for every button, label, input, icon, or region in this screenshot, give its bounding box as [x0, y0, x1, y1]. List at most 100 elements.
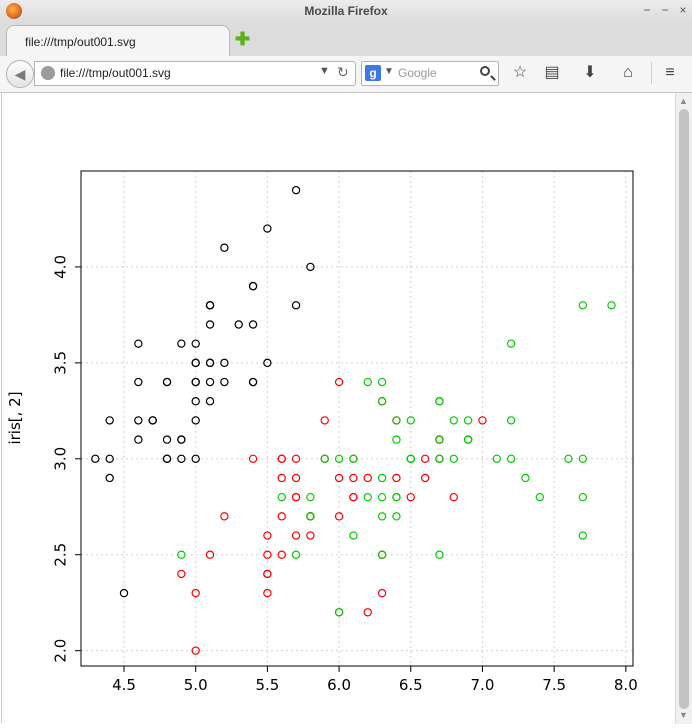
data-point: [191, 358, 200, 368]
data-point: [277, 550, 286, 559]
close-window-button[interactable]: ×: [679, 3, 687, 17]
x-tick-label: 7.0: [471, 676, 495, 694]
data-point: [291, 550, 301, 559]
x-tick-label: 5.5: [255, 676, 279, 694]
data-point: [191, 646, 200, 655]
data-point: [177, 339, 186, 348]
back-arrow-icon: ◀: [14, 66, 26, 82]
data-point: [162, 454, 172, 463]
url-bar[interactable]: file:///tmp/out001.svg ▼ ↻: [34, 61, 356, 86]
data-point: [320, 454, 329, 463]
bookmark-star-icon[interactable]: ☆: [512, 64, 528, 81]
data-point: [162, 377, 172, 387]
data-point: [220, 512, 229, 521]
data-point: [449, 454, 458, 463]
data-point: [220, 358, 229, 368]
reload-icon[interactable]: ↻: [337, 64, 349, 80]
data-point: [134, 377, 143, 387]
data-point: [205, 397, 215, 406]
firefox-logo-icon: [6, 3, 22, 19]
data-point: [306, 531, 315, 540]
data-point: [334, 473, 344, 483]
vertical-scrollbar[interactable]: ▲ ▼: [675, 93, 692, 724]
x-tick-label: 8.0: [614, 676, 638, 694]
data-point: [191, 588, 200, 598]
data-point: [263, 569, 272, 579]
data-point: [363, 492, 372, 502]
data-point: [191, 454, 200, 463]
data-point: [578, 301, 588, 310]
data-point: [205, 377, 215, 387]
y-tick-label: 2.5: [52, 543, 70, 567]
back-button[interactable]: ◀: [6, 60, 34, 88]
search-magnifier-icon[interactable]: [480, 66, 490, 76]
data-point: [205, 358, 215, 368]
data-point: [291, 185, 301, 195]
data-point: [205, 301, 215, 310]
scrollbar-thumb[interactable]: [679, 109, 689, 709]
data-point: [392, 435, 401, 444]
search-engine-dropdown-icon[interactable]: ▼: [384, 66, 394, 77]
data-point: [506, 454, 516, 463]
data-point: [463, 435, 473, 444]
url-text[interactable]: file:///tmp/out001.svg: [60, 66, 171, 80]
data-point: [248, 454, 258, 463]
scroll-down-icon[interactable]: ▼: [679, 710, 688, 720]
data-point: [177, 569, 186, 579]
data-point: [578, 492, 588, 502]
scroll-up-icon[interactable]: ▲: [679, 96, 688, 106]
new-tab-plus-icon[interactable]: ✚: [235, 29, 251, 49]
data-point: [205, 550, 215, 559]
data-point: [277, 473, 286, 483]
data-point: [607, 301, 616, 310]
x-tick-label: 6.5: [399, 676, 423, 694]
data-point: [148, 416, 157, 425]
navigation-toolbar: ◀ file:///tmp/out001.svg ▼ ↻ g ▼ Google …: [0, 56, 692, 93]
google-icon[interactable]: g: [365, 65, 381, 81]
search-input[interactable]: Google: [398, 66, 437, 80]
data-point: [406, 454, 415, 463]
data-point: [578, 454, 588, 463]
scatter-plot: 4.5 5.0 5.5 6.0 6.5 7.0 7.5 8.0 2.0 2.5 3.0 3.5 4.0…: [6, 170, 638, 694]
downloads-icon[interactable]: ⬇: [583, 64, 597, 81]
data-point: [191, 416, 200, 425]
data-point: [291, 454, 301, 463]
data-point: [191, 377, 200, 387]
url-history-dropdown-icon[interactable]: ▼: [319, 65, 330, 77]
x-tick-label: 6.0: [327, 676, 351, 694]
y-axis-label: iris[, 2]: [6, 391, 24, 444]
tab-strip: file:///tmp/out001.svg ✚: [0, 22, 692, 57]
data-point: [234, 320, 243, 329]
data-point: [306, 512, 315, 521]
data-point: [334, 377, 344, 387]
maximize-button[interactable]: −: [661, 3, 669, 17]
tab-out001[interactable]: file:///tmp/out001.svg: [6, 25, 230, 57]
data-point: [334, 608, 344, 617]
bookmarks-menu-icon[interactable]: ▤: [544, 64, 560, 81]
data-point: [162, 435, 172, 444]
data-point: [463, 416, 473, 425]
data-point: [392, 473, 401, 483]
data-point: [134, 339, 143, 348]
data-point: [277, 492, 286, 502]
hamburger-menu-icon[interactable]: ≡: [665, 64, 675, 81]
plot-frame: [80, 170, 634, 667]
data-point: [349, 531, 358, 540]
data-point: [263, 550, 272, 559]
data-point: [506, 416, 516, 425]
data-point: [105, 454, 114, 463]
data-point: [263, 358, 272, 368]
data-point: [320, 416, 329, 425]
data-point: [220, 377, 229, 387]
y-tick-label: 2.0: [52, 639, 70, 663]
data-point: [177, 454, 186, 463]
grid-lines: [81, 171, 633, 666]
data-point: [535, 492, 545, 502]
data-point: [191, 397, 200, 406]
home-icon[interactable]: ⌂: [623, 64, 633, 81]
search-bar[interactable]: g ▼ Google: [361, 61, 499, 86]
minimize-button[interactable]: −: [643, 3, 651, 17]
data-point: [291, 473, 301, 483]
data-point: [177, 550, 186, 559]
toolbar-divider: [651, 62, 652, 84]
